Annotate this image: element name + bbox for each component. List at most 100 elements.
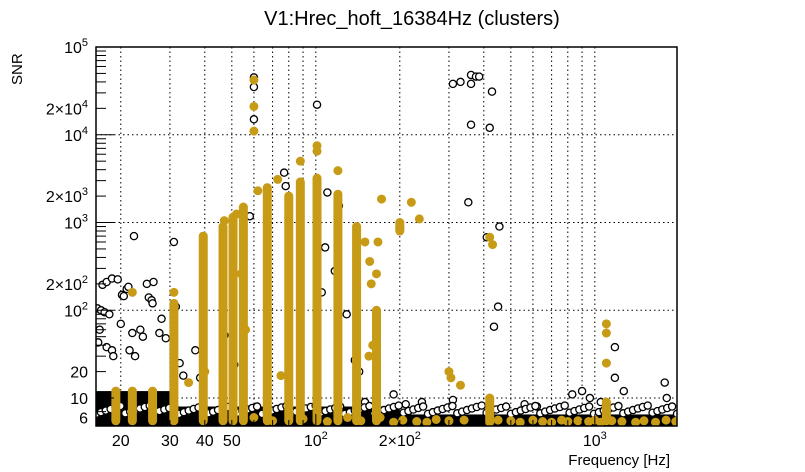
cluster-point (584, 402, 594, 411)
selected-cluster-point (219, 216, 229, 226)
cluster-point (610, 373, 620, 383)
selected-cluster-point (601, 319, 611, 329)
selected-cluster-point (515, 417, 525, 426)
selected-cluster-point (422, 417, 432, 426)
selected-cluster-point (127, 287, 137, 297)
plot-frame (95, 46, 678, 427)
cluster-point (249, 115, 259, 124)
selected-cluster-point (617, 417, 627, 426)
y-tick-label: 103 (64, 213, 88, 233)
selected-cluster-point (360, 237, 370, 247)
cluster-point (138, 332, 148, 341)
selected-cluster-point (356, 416, 366, 426)
selected-cluster-column (262, 183, 272, 426)
cluster-point (119, 291, 129, 301)
selected-cluster-column (169, 298, 179, 426)
x-axis-title: Frequency [Hz] (568, 452, 670, 469)
cluster-point (489, 322, 499, 331)
selected-cluster-column (485, 393, 495, 426)
selected-cluster-point (459, 415, 469, 425)
selected-cluster-point (431, 414, 441, 424)
selected-cluster-point (671, 417, 677, 426)
selected-cluster-point (406, 197, 416, 207)
cluster-point (466, 79, 476, 89)
cluster-point (660, 378, 669, 387)
selected-cluster-column (295, 177, 305, 426)
selected-cluster-point (236, 269, 246, 279)
chart-title: V1:Hrec_hoft_16384Hz (clusters) (264, 8, 560, 30)
cluster-point (662, 393, 671, 403)
cluster-point (493, 302, 503, 311)
cluster-point (169, 237, 179, 247)
cluster-point (129, 231, 139, 241)
cluster-point (531, 401, 540, 411)
cluster-point (323, 188, 332, 197)
cluster-point (279, 168, 289, 177)
cluster-point (155, 328, 164, 338)
selected-cluster-point (232, 209, 242, 219)
cluster-point (116, 319, 126, 329)
selected-cluster-point (200, 367, 210, 377)
cluster-point (312, 100, 322, 109)
selected-cluster-point (241, 325, 251, 335)
selected-columns-layer (111, 173, 611, 426)
selected-cluster-point (371, 269, 381, 279)
selected-cluster-point (488, 240, 498, 250)
y-tick-label: 20 (70, 365, 88, 382)
cluster-point (401, 399, 410, 409)
cluster-point (394, 401, 403, 410)
selected-cluster-point (312, 146, 322, 156)
selected-cluster-point (253, 186, 263, 196)
y-axis-title: SNR (9, 53, 26, 85)
selected-cluster-column (111, 386, 121, 426)
cluster-point (136, 325, 145, 334)
selected-cluster-point (398, 415, 408, 425)
cluster-point (448, 79, 458, 89)
selected-points-layer (127, 75, 677, 426)
cluster-point (474, 72, 484, 81)
selected-cluster-point (366, 279, 376, 289)
selected-cluster-column (371, 305, 381, 426)
cluster-point (191, 346, 200, 355)
cluster-point (614, 401, 623, 411)
cluster-point (487, 87, 497, 96)
cluster-point (485, 123, 494, 133)
cluster-point (179, 371, 188, 380)
y-tick-label: 104 (64, 125, 88, 145)
x-tick-label: 20 (112, 433, 130, 450)
selected-cluster-point (601, 328, 611, 338)
selected-cluster-column (238, 202, 248, 426)
x-tick-label: 103 (583, 430, 607, 450)
selected-cluster-point (295, 156, 305, 166)
selected-cluster-point (364, 351, 374, 361)
selected-cluster-point (414, 214, 424, 224)
cluster-point (105, 310, 114, 319)
cluster-point (389, 390, 398, 399)
cluster-point (643, 401, 652, 410)
selected-cluster-point (377, 194, 387, 204)
cluster-point (667, 402, 677, 411)
cluster-point (577, 386, 587, 396)
selected-cluster-point (284, 218, 294, 228)
selected-cluster-point (184, 378, 194, 388)
selected-cluster-column (312, 173, 322, 426)
selected-cluster-point (455, 380, 465, 390)
cluster-point (157, 314, 166, 324)
cluster-point (464, 198, 473, 207)
y-tick-label: 2×102 (46, 274, 88, 294)
cluster-point (130, 351, 140, 361)
cluster-point (456, 77, 465, 87)
cluster-point (320, 243, 330, 252)
cluster-point (501, 402, 511, 411)
plot-area (95, 46, 678, 427)
selected-cluster-point (365, 256, 375, 266)
x-tick-label: 50 (223, 433, 241, 450)
selected-cluster-point (573, 416, 583, 426)
y-tick-label: 102 (64, 300, 88, 320)
cluster-point (560, 401, 569, 410)
selected-cluster-point (322, 417, 332, 426)
cluster-point (109, 351, 118, 361)
cluster-point (619, 386, 629, 396)
cluster-point (365, 401, 374, 411)
cluster-point (495, 222, 504, 231)
